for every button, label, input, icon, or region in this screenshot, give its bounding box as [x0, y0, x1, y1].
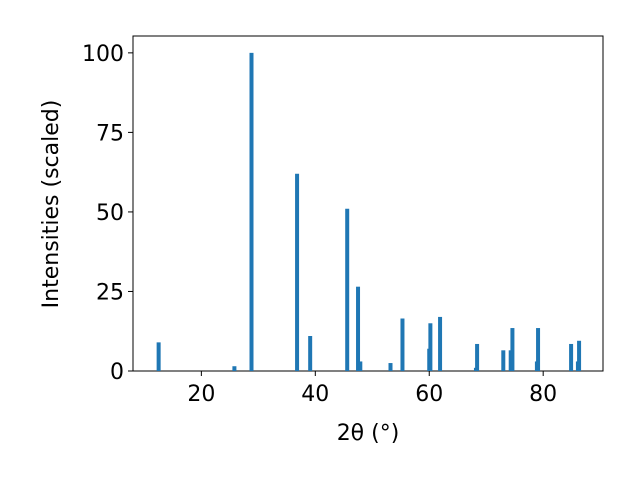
bar	[428, 323, 433, 371]
bar	[536, 328, 541, 371]
x-tick-label: 60	[415, 382, 443, 407]
bar	[249, 52, 254, 371]
bar	[438, 316, 443, 371]
bar	[400, 318, 405, 371]
x-tick-label: 40	[301, 382, 329, 407]
bar	[345, 208, 350, 371]
bar	[232, 366, 237, 371]
bar	[569, 343, 574, 371]
x-tick-label: 20	[187, 382, 215, 407]
bar	[577, 340, 582, 371]
y-tick-label: 75	[96, 121, 124, 146]
bar	[295, 173, 300, 371]
bar	[308, 336, 313, 371]
y-tick-label: 0	[110, 360, 124, 385]
plot-frame	[132, 35, 604, 372]
y-axis-label: Intensities (scaled)	[39, 100, 64, 309]
bar	[356, 286, 361, 371]
bar	[388, 363, 393, 371]
bar	[475, 343, 480, 371]
bar	[501, 350, 506, 371]
y-tick-label: 50	[96, 201, 124, 226]
bar	[510, 328, 515, 371]
bar	[156, 342, 161, 371]
x-axis-label: 2θ (°)	[337, 421, 400, 446]
x-tick-label: 80	[529, 382, 557, 407]
y-tick-label: 25	[96, 280, 124, 305]
bar	[358, 361, 363, 371]
y-tick-label: 100	[82, 42, 124, 67]
